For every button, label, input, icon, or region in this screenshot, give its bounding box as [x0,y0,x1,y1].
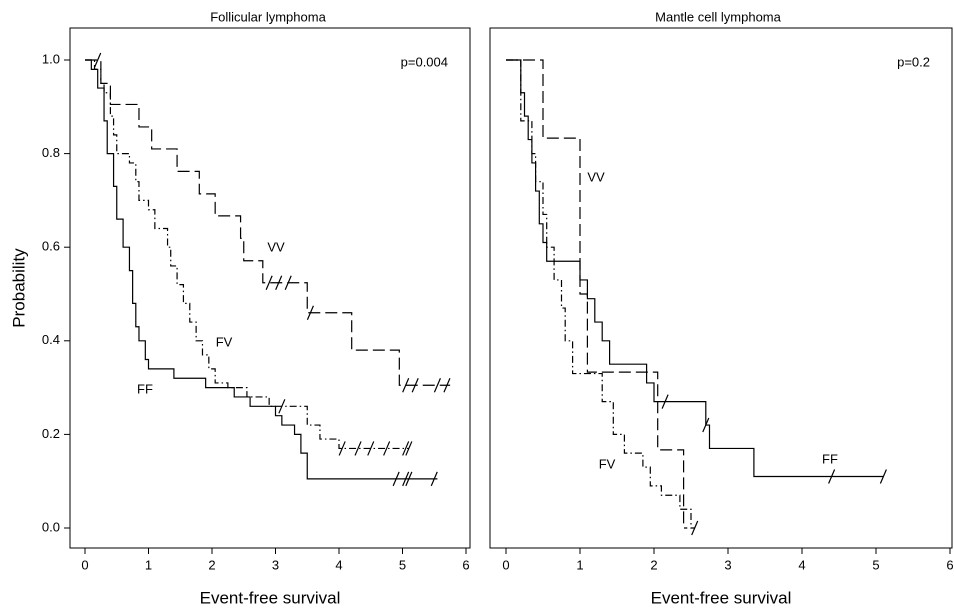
censor-mark [405,471,413,487]
censor-mark [661,394,669,409]
y-axis-label: Probability [9,248,28,328]
x-tick-label: 1 [576,557,583,572]
censor-mark [383,441,391,456]
censor-mark [94,52,102,68]
x-tick-label: 0 [81,557,88,572]
x-axis-label: Event-free survival [651,588,792,607]
censor-mark [284,275,292,291]
survival-curve [85,59,438,480]
survival-curve [85,59,409,450]
x-tick-label: 5 [399,557,406,572]
chart-title: Follicular lymphoma [210,9,326,24]
censor-mark [443,378,451,393]
censor-mark [430,471,438,487]
censor-mark [402,441,410,456]
y-tick-label: 0.0 [42,519,60,534]
series-label: VV [587,169,605,184]
censor-mark [879,469,887,484]
survival-curve [506,59,688,529]
censor-mark [402,378,410,393]
censor-mark [411,378,419,393]
censor-mark [402,471,410,487]
x-tick-label: 3 [272,557,279,572]
x-tick-label: 4 [798,557,805,572]
x-tick-label: 2 [650,557,657,572]
y-tick-label: 0.2 [42,426,60,441]
censor-mark [702,417,710,433]
series-label: FV [599,456,616,471]
plot-frame [69,27,471,549]
censor-mark [433,378,441,393]
chart-title: Mantle cell lymphoma [655,9,781,24]
censor-mark [367,441,375,456]
censor-mark [275,275,283,291]
censor-mark [306,305,314,320]
annotation: p=0.004 [401,54,448,69]
x-tick-label: 0 [502,557,509,572]
series-label: FV [216,334,233,349]
censor-mark [691,520,699,536]
x-tick-label: 6 [462,557,469,572]
series-label: VV [267,239,285,254]
survival-curve [85,59,451,386]
x-tick-label: 1 [145,557,152,572]
x-axis-label: Event-free survival [200,588,341,607]
censor-mark [828,469,836,484]
survival-curve [506,59,884,478]
y-tick-label: 1.0 [42,51,60,66]
x-tick-label: 4 [335,557,342,572]
y-tick-label: 0.6 [42,239,60,254]
censor-mark [338,441,346,456]
censor-mark [278,399,286,414]
series-label: FF [822,451,838,466]
annotation: p=0.2 [897,54,930,69]
x-tick-label: 6 [946,557,953,572]
y-tick-label: 0.8 [42,145,60,160]
plot-frame [489,27,953,549]
x-tick-label: 2 [208,557,215,572]
y-tick-label: 0.4 [42,332,60,347]
x-tick-label: 3 [724,557,731,572]
censor-mark [265,275,273,291]
series-label: FF [137,381,153,396]
censor-mark [354,441,362,456]
x-tick-label: 5 [872,557,879,572]
censor-mark [392,471,400,487]
censor-mark [405,441,413,456]
